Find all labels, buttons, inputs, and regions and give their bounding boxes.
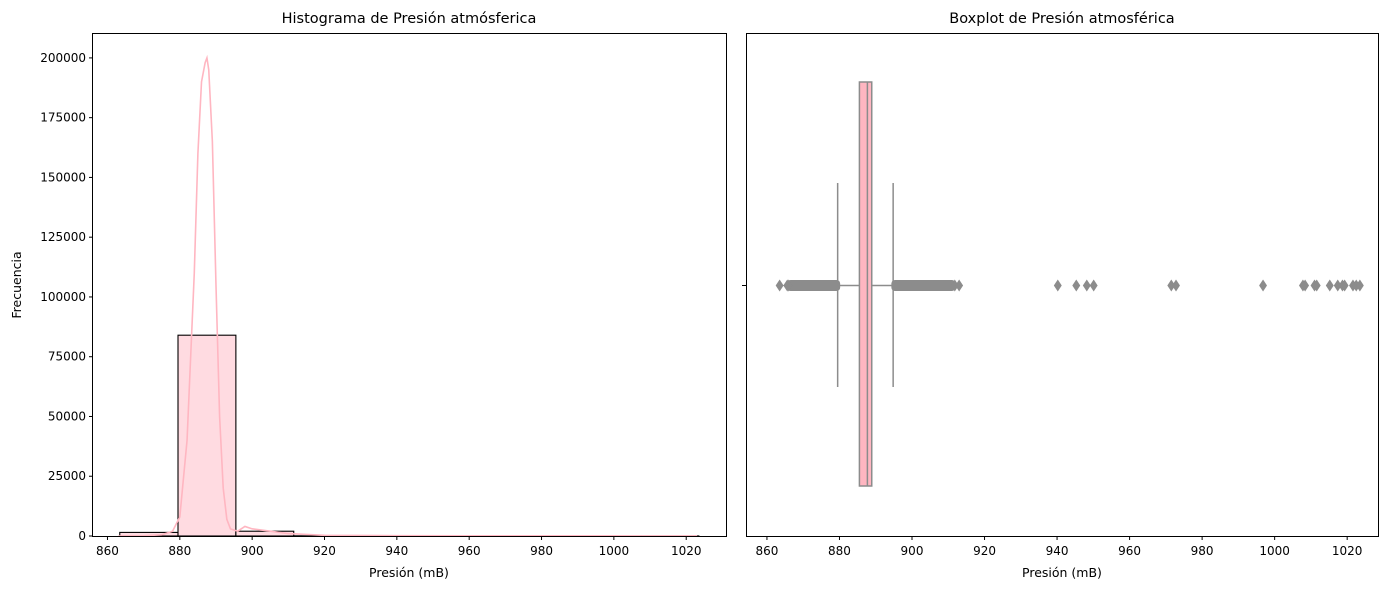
outlier-point (955, 279, 964, 292)
x-tick-label: 920 (973, 544, 996, 558)
y-tick-label: 125000 (40, 230, 86, 244)
y-tick-label: 200000 (40, 51, 86, 65)
histogram-panel: Histograma de Presión atmósferica 860 880… (9, 11, 727, 580)
x-tick-label: 940 (385, 544, 408, 558)
outlier-point (1340, 279, 1349, 292)
outlier-point (1089, 279, 1098, 292)
x-tick-label: 900 (901, 544, 924, 558)
outlier-point (1259, 279, 1267, 292)
boxplot-title: Boxplot de Presión atmosférica (949, 11, 1174, 27)
outlier-point (775, 279, 784, 292)
y-tick-label: 100000 (40, 290, 86, 304)
y-tick-label: 150000 (40, 170, 86, 184)
iqr-box (858, 81, 873, 487)
outlier-point (1301, 279, 1310, 292)
outlier-point (1355, 279, 1364, 292)
y-tick-label: 75000 (48, 350, 86, 364)
x-tick-label: 860 (755, 544, 778, 558)
outlier-point (1072, 279, 1081, 292)
outlier-point (1053, 279, 1062, 292)
x-tick-label: 1020 (671, 544, 702, 558)
histogram-bars (119, 334, 700, 537)
histogram-y-ticks: 0 25000 50000 75000 100000 125000 150000 175000… (40, 51, 93, 543)
boxplot-panel: Boxplot de Presión atmosférica 860 880 900… (742, 11, 1379, 580)
histogram-x-ticks: 860 880 900 920 940 960 980 1000 1020 (96, 536, 701, 558)
x-tick-label: 960 (1118, 544, 1141, 558)
x-tick-label: 940 (1046, 544, 1069, 558)
boxplot-box (858, 81, 873, 487)
kde-curve (118, 54, 698, 537)
y-tick-label: 175000 (40, 111, 86, 125)
y-tick-label: 0 (78, 529, 86, 543)
x-tick-label: 1020 (1332, 544, 1363, 558)
x-tick-label: 1000 (599, 544, 630, 558)
boxplot-x-label: Presión (mB) (1022, 565, 1102, 580)
boxplot-outliers (775, 279, 1364, 292)
x-tick-label: 1000 (1259, 544, 1290, 558)
y-tick-label: 50000 (48, 409, 86, 423)
outlier-point (1325, 279, 1334, 292)
outlier-point (1172, 279, 1180, 292)
x-tick-label: 880 (168, 544, 191, 558)
x-tick-label: 920 (313, 544, 336, 558)
x-tick-label: 860 (96, 544, 119, 558)
y-tick-label: 25000 (48, 469, 86, 483)
x-tick-label: 880 (828, 544, 851, 558)
boxplot-plot-frame (746, 33, 1379, 537)
histogram-plot-frame (92, 33, 727, 537)
x-tick-label: 980 (530, 544, 553, 558)
histogram-y-label: Frecuencia (9, 251, 24, 318)
boxplot-x-ticks: 860 880 900 920 940 960 980 1000 1020 (755, 536, 1362, 558)
outlier-cluster (891, 280, 956, 291)
x-tick-label: 900 (241, 544, 264, 558)
histogram-x-label: Presión (mB) (369, 565, 449, 580)
x-tick-label: 960 (458, 544, 481, 558)
outlier-point (784, 279, 793, 292)
outlier-point (1082, 279, 1091, 292)
outlier-point (1312, 279, 1321, 292)
x-tick-label: 980 (1191, 544, 1214, 558)
histogram-title: Histograma de Presión atmósferica (282, 11, 537, 27)
outlier-cluster (786, 280, 841, 291)
